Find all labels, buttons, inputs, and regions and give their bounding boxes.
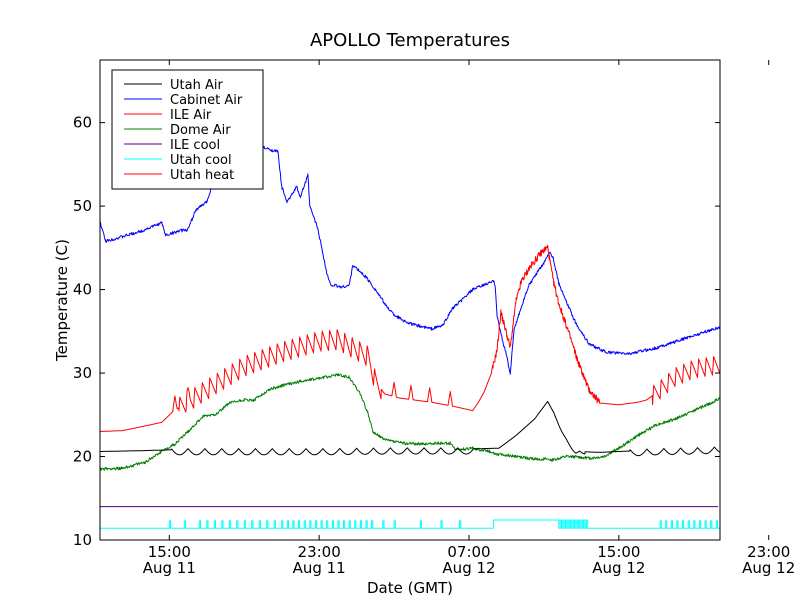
x-tick-date-label: Aug 12 xyxy=(442,559,495,577)
legend-label-ile-cool: ILE cool xyxy=(170,138,220,153)
series-line-utah-cool xyxy=(100,519,720,529)
legend-label-utah-cool: Utah cool xyxy=(170,153,232,168)
series-line-dome-air xyxy=(100,373,720,471)
y-tick-label: 10 xyxy=(73,531,92,549)
legend-label-ile-air: ILE Air xyxy=(170,108,212,123)
legend-label-utah-heat: Utah heat xyxy=(170,168,234,183)
series-line-ile-air xyxy=(100,244,720,432)
x-tick-date-label: Aug 11 xyxy=(143,559,196,577)
chart-title: APOLLO Temperatures xyxy=(310,30,510,51)
x-tick-date-label: Aug 11 xyxy=(293,559,346,577)
legend-label-dome-air: Dome Air xyxy=(170,123,231,138)
x-tick-date-label: Aug 12 xyxy=(742,559,795,577)
y-tick-label: 50 xyxy=(73,197,92,215)
x-axis-title: Date (GMT) xyxy=(367,579,453,597)
plot-frame xyxy=(99,59,721,541)
series-layer xyxy=(100,145,720,529)
x-tick-time-label: 15:00 xyxy=(597,543,640,561)
y-tick-label: 20 xyxy=(73,448,92,466)
y-tick-label: 40 xyxy=(73,281,92,299)
x-tick-time-label: 15:00 xyxy=(148,543,191,561)
legend-label-cabinet-air: Cabinet Air xyxy=(170,93,243,108)
x-tick-date-label: Aug 12 xyxy=(592,559,645,577)
x-tick-time-label: 23:00 xyxy=(747,543,790,561)
y-tick-label: 30 xyxy=(73,364,92,382)
series-line-cabinet-air xyxy=(100,145,720,375)
x-tick-time-label: 23:00 xyxy=(298,543,341,561)
series-line-utah-air xyxy=(100,400,720,457)
legend-label-utah-air: Utah Air xyxy=(170,78,223,93)
y-tick-label: 60 xyxy=(73,114,92,132)
y-axis-title: Temperature (C) xyxy=(53,239,71,362)
x-tick-time-label: 07:00 xyxy=(447,543,490,561)
